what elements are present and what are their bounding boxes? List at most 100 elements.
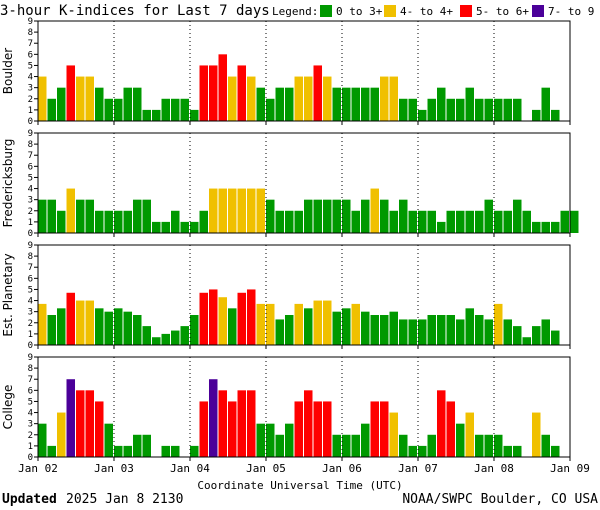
kp-bar bbox=[342, 434, 351, 457]
y-tick-label: 3 bbox=[28, 308, 33, 318]
kp-bar bbox=[427, 315, 436, 345]
y-tick-label: 4 bbox=[28, 409, 33, 419]
kp-bar bbox=[361, 423, 370, 457]
kp-bar bbox=[380, 315, 389, 345]
kp-bar bbox=[38, 423, 47, 457]
kp-bar bbox=[427, 434, 436, 457]
kp-bar bbox=[418, 210, 427, 233]
kp-bar bbox=[171, 330, 180, 345]
y-tick-label: 6 bbox=[28, 162, 33, 172]
y-tick-label: 5 bbox=[28, 61, 33, 71]
y-tick-label: 1 bbox=[28, 442, 33, 452]
updated-value: 2025 Jan 8 2130 bbox=[66, 492, 183, 507]
kp-bar bbox=[313, 199, 322, 233]
kp-bar bbox=[228, 308, 237, 345]
legend-swatch bbox=[532, 5, 544, 17]
kp-bar bbox=[285, 315, 294, 345]
kp-bar bbox=[313, 401, 322, 457]
kp-bar bbox=[104, 311, 113, 345]
kp-bar bbox=[399, 319, 408, 345]
kp-bar bbox=[57, 210, 66, 233]
y-tick-label: 6 bbox=[28, 386, 33, 396]
kp-bar bbox=[484, 199, 493, 233]
kp-bar bbox=[446, 315, 455, 345]
kp-bar bbox=[541, 221, 550, 233]
legend-label: Legend: bbox=[272, 5, 318, 18]
y-tick-label: 3 bbox=[28, 420, 33, 430]
kp-bar bbox=[104, 98, 113, 121]
panel-frame bbox=[37, 132, 571, 234]
legend-swatch bbox=[320, 5, 332, 17]
panels: 0123456789Boulder0123456789Fredericksbur… bbox=[1, 17, 590, 475]
legend-swatch bbox=[384, 5, 396, 17]
kp-bar bbox=[513, 199, 522, 233]
kp-bar bbox=[513, 326, 522, 345]
kp-bar bbox=[218, 54, 227, 121]
kp-bar bbox=[199, 401, 208, 457]
kp-bar bbox=[152, 109, 161, 121]
kp-bar bbox=[570, 210, 579, 233]
kp-bar bbox=[142, 109, 151, 121]
kp-bar bbox=[446, 98, 455, 121]
kp-bar bbox=[142, 434, 151, 457]
legend-entry-label: 7- to 9 bbox=[548, 5, 594, 18]
kp-bar bbox=[494, 98, 503, 121]
kp-bar bbox=[361, 199, 370, 233]
kp-bar bbox=[456, 423, 465, 457]
panel-label: Est. Planetary bbox=[1, 253, 15, 336]
kp-bar bbox=[332, 199, 341, 233]
kp-bar bbox=[199, 65, 208, 121]
kp-bar bbox=[95, 87, 104, 121]
kp-bar bbox=[294, 76, 303, 121]
kp-bar bbox=[85, 199, 94, 233]
kp-bar bbox=[47, 199, 56, 233]
kp-bar bbox=[85, 300, 94, 345]
x-tick-label: Jan 04 bbox=[170, 462, 210, 475]
x-tick-label: Jan 09 bbox=[550, 462, 590, 475]
kp-bar bbox=[247, 76, 256, 121]
kp-bar bbox=[85, 76, 94, 121]
kp-bar bbox=[484, 98, 493, 121]
kp-bar bbox=[513, 98, 522, 121]
kp-bar bbox=[256, 303, 265, 345]
kp-bar bbox=[190, 445, 199, 457]
chart-title: 3-hour K-indices for Last 7 days bbox=[0, 3, 270, 19]
y-tick-label: 1 bbox=[28, 218, 33, 228]
kp-bar bbox=[47, 445, 56, 457]
x-tick-label: Jan 07 bbox=[398, 462, 438, 475]
kp-bar bbox=[218, 390, 227, 457]
legend-entry-label: 4- to 4+ bbox=[400, 5, 453, 18]
kp-bar bbox=[247, 390, 256, 457]
kp-bar bbox=[237, 292, 246, 345]
x-tick-labels: Jan 02 Jan 03 Jan 04 Jan 05 Jan 06 Jan 07 Jan … bbox=[18, 462, 590, 475]
legend-entry-label: 0 to 3+ bbox=[336, 5, 383, 18]
kp-bar bbox=[247, 289, 256, 345]
kp-bar bbox=[66, 379, 75, 457]
kp-bar bbox=[304, 199, 313, 233]
kp-bar bbox=[427, 98, 436, 121]
kp-bar bbox=[275, 210, 284, 233]
kp-bar bbox=[133, 434, 142, 457]
kp-bar bbox=[437, 221, 446, 233]
kp-bar bbox=[228, 188, 237, 233]
panel-frame bbox=[37, 244, 571, 346]
kp-bar bbox=[494, 434, 503, 457]
kp-bar bbox=[57, 308, 66, 345]
kp-bar bbox=[66, 292, 75, 345]
kp-bar bbox=[190, 315, 199, 345]
kp-bar bbox=[304, 76, 313, 121]
kp-bar bbox=[323, 76, 332, 121]
kp-bar bbox=[456, 319, 465, 345]
legend-swatch bbox=[460, 5, 472, 17]
kp-bar bbox=[209, 188, 218, 233]
kp-bar bbox=[304, 390, 313, 457]
kp-bar bbox=[503, 98, 512, 121]
panel-label: Boulder bbox=[1, 48, 15, 95]
kp-bar bbox=[494, 303, 503, 345]
y-tick-label: 2 bbox=[28, 319, 33, 329]
panel-frame bbox=[37, 20, 571, 122]
kp-bar bbox=[237, 65, 246, 121]
kp-bar bbox=[161, 333, 170, 345]
kp-bar bbox=[551, 221, 560, 233]
kp-bar bbox=[304, 308, 313, 345]
